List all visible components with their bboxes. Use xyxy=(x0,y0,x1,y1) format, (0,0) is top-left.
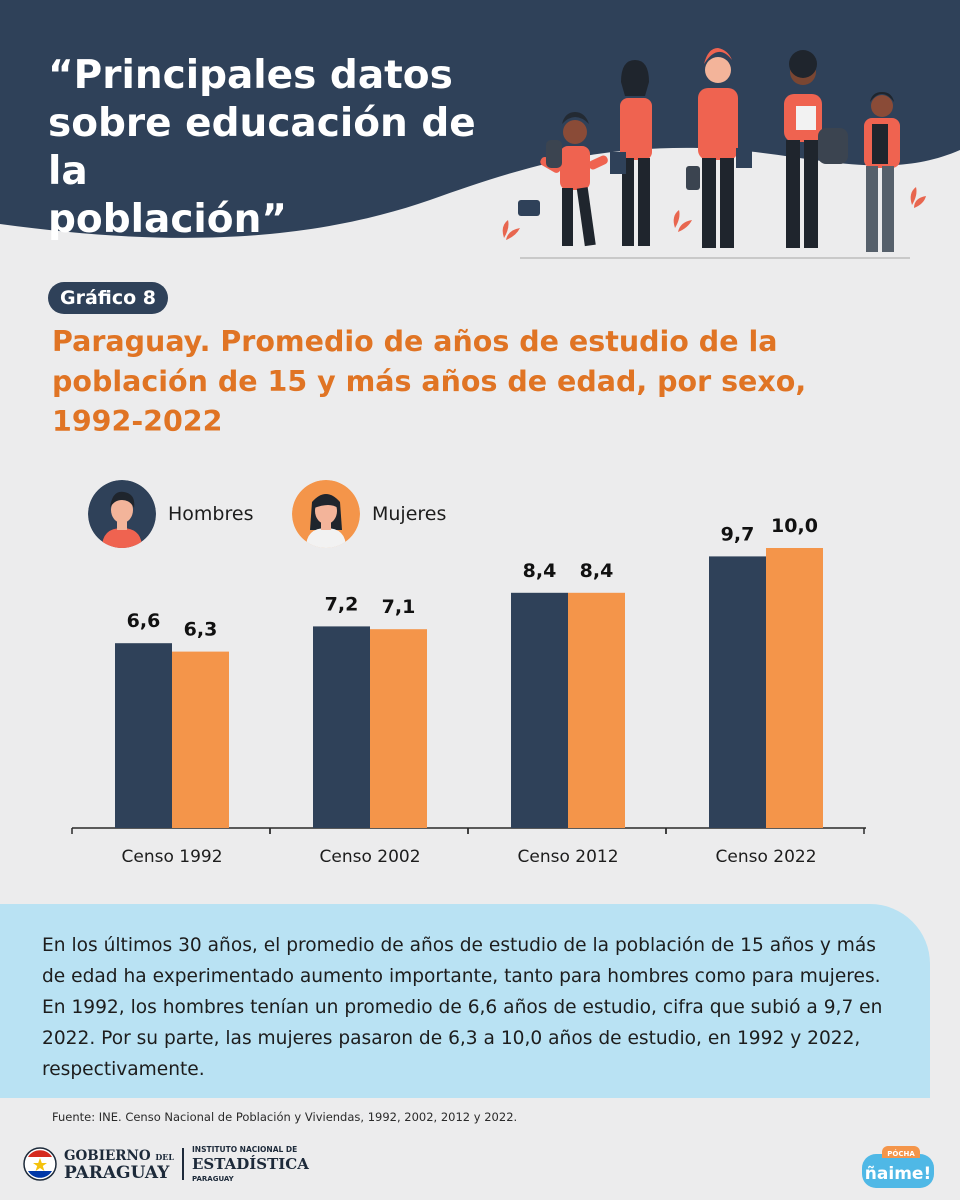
bar-hombres-0 xyxy=(115,643,172,828)
data-label-hombres-0: 6,6 xyxy=(127,610,161,632)
legend-item-women: Mujeres xyxy=(292,478,446,550)
note-box xyxy=(0,904,930,1098)
brand-main-text: ñaime! xyxy=(865,1164,931,1184)
ine-line1: INSTITUTO NACIONAL DE xyxy=(192,1144,298,1154)
data-label-hombres-3: 9,7 xyxy=(721,523,755,545)
bar-hombres-2 xyxy=(511,592,568,828)
data-label-mujeres-1: 7,1 xyxy=(382,596,416,618)
legend-label-men: Hombres xyxy=(168,503,254,525)
x-tick-label-0: Censo 1992 xyxy=(121,847,222,867)
ine-logo-text: INSTITUTO NACIONAL DE ESTADÍSTICA PARAGU… xyxy=(192,1144,309,1185)
page-title: “Principales datos sobre educación de la… xyxy=(48,53,476,242)
x-tick-label-2: Censo 2012 xyxy=(517,847,618,867)
student-figure xyxy=(518,112,608,247)
legend-item-men: Hombres xyxy=(88,478,253,550)
boy-avatar-icon xyxy=(88,480,156,548)
gov-del: DEL xyxy=(155,1151,174,1162)
pocha-naime-logo: PÓCHA ñaime! xyxy=(862,1146,934,1188)
data-label-hombres-2: 8,4 xyxy=(523,560,557,582)
bar-mujeres-1 xyxy=(370,629,427,828)
ine-line3: PARAGUAY xyxy=(192,1174,234,1183)
ine-line2: ESTADÍSTICA xyxy=(192,1154,309,1173)
data-label-hombres-1: 7,2 xyxy=(325,593,359,615)
bar-mujeres-2 xyxy=(568,592,625,828)
data-label-mujeres-0: 6,3 xyxy=(184,619,218,641)
x-tick-label-3: Censo 2022 xyxy=(715,847,816,867)
data-label-mujeres-2: 8,4 xyxy=(580,560,614,582)
bar-mujeres-3 xyxy=(766,548,823,828)
paraguay-seal-icon xyxy=(23,1147,57,1181)
government-logo-text: GOBIERNO DEL PARAGUAY xyxy=(64,1147,174,1183)
x-tick-label-1: Censo 2002 xyxy=(319,847,420,867)
footer-logos: GOBIERNO DEL PARAGUAY INSTITUTO NACIONAL… xyxy=(22,1140,309,1188)
students-illustration xyxy=(502,48,926,259)
bar-hombres-1 xyxy=(313,626,370,828)
note-text: En los últimos 30 años, el promedio de a… xyxy=(42,935,883,1080)
data-label-mujeres-3: 10,0 xyxy=(771,515,818,537)
chart-title: Paraguay. Promedio de años de estudio de… xyxy=(52,325,807,438)
brand-small-text: PÓCHA xyxy=(887,1149,915,1158)
chart-number-badge: Gráfico 8 xyxy=(48,282,169,314)
legend-label-women: Mujeres xyxy=(372,503,447,525)
bar-hombres-3 xyxy=(709,556,766,828)
logo-separator xyxy=(182,1148,184,1180)
gov-line1: GOBIERNO xyxy=(64,1147,151,1164)
bar-mujeres-0 xyxy=(172,651,229,828)
gov-line2: PARAGUAY xyxy=(64,1162,170,1183)
source-text: Fuente: INE. Censo Nacional de Población… xyxy=(52,1110,518,1124)
girl-avatar-icon xyxy=(292,480,360,548)
